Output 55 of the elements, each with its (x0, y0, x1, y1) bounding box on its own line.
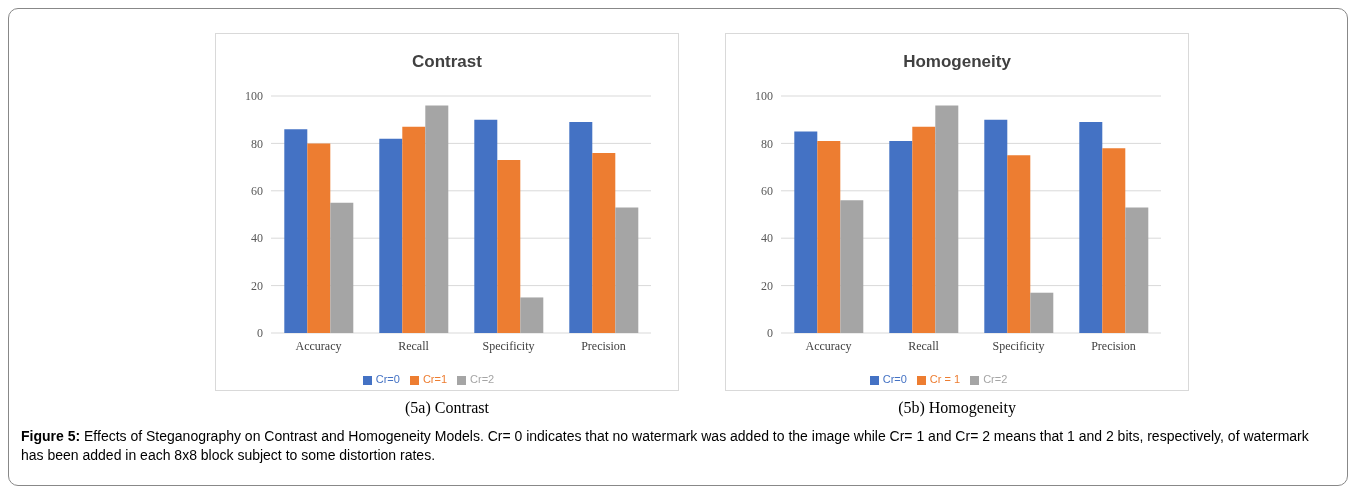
bar (307, 143, 331, 333)
y-tick-label: 100 (245, 89, 263, 104)
y-tick-label: 40 (251, 231, 263, 246)
bar (935, 105, 959, 333)
bar (284, 129, 308, 333)
bar (817, 141, 841, 333)
bar (794, 131, 818, 333)
y-tick-label: 80 (761, 136, 773, 151)
y-tick-label: 20 (251, 278, 263, 293)
bar (497, 159, 521, 333)
x-tick-label: Specificity (992, 338, 1045, 353)
bar (1079, 122, 1103, 333)
legend-label: Cr=1 (422, 373, 448, 385)
x-tick-label: Accuracy (805, 338, 852, 353)
y-tick-label: 40 (761, 231, 773, 246)
bar (1102, 148, 1126, 333)
bar (520, 297, 544, 333)
bar (1030, 292, 1054, 333)
bar (474, 119, 498, 333)
bar (425, 105, 449, 333)
bar (615, 207, 639, 333)
y-tick-label: 20 (761, 278, 773, 293)
bar (840, 200, 864, 333)
bar (889, 141, 913, 333)
text: (5a) Contrast (404, 399, 490, 417)
legend-label: Cr=2 (470, 373, 495, 385)
x-tick-label: Accuracy (295, 338, 342, 353)
x-tick-label: Recall (908, 338, 940, 353)
x-tick-label: Precision (1091, 338, 1136, 353)
bar (1125, 207, 1149, 333)
bar (912, 126, 936, 333)
bar (330, 202, 354, 333)
y-tick-label: 0 (767, 326, 773, 341)
legend-label: Cr = 1 (929, 373, 961, 385)
chart-title: Homogeneity (902, 52, 1012, 72)
y-tick-label: 60 (761, 184, 773, 199)
bar (1007, 155, 1031, 333)
bar (569, 122, 593, 333)
y-tick-label: 80 (251, 136, 263, 151)
y-tick-label: 60 (251, 184, 263, 199)
chart-title: Contrast (411, 52, 483, 72)
x-tick-label: Specificity (482, 338, 535, 353)
bar (402, 126, 426, 333)
x-tick-label: Recall (398, 338, 430, 353)
caption: Figure 5: Effects of Steganography on Contrast and Homogeneity Models. Cr= 0 indicates that no watermark was added to the image while Cr= 1 and Cr= 2 means that 1 and 2 bits, respectively, of watermark has been added in each 8x8 block subject to some distortion rates. (21, 427, 1310, 465)
y-tick-label: 0 (257, 326, 263, 341)
legend-label: Cr=0 (882, 373, 907, 385)
bar (592, 152, 616, 333)
bar (984, 119, 1008, 333)
y-tick-label: 100 (755, 89, 773, 104)
text: (5b) Homogeneity (897, 399, 1017, 417)
legend-label: Cr=0 (375, 373, 400, 385)
legend-label: Cr=2 (983, 373, 1008, 385)
bar (379, 138, 403, 333)
x-tick-label: Precision (581, 338, 626, 353)
